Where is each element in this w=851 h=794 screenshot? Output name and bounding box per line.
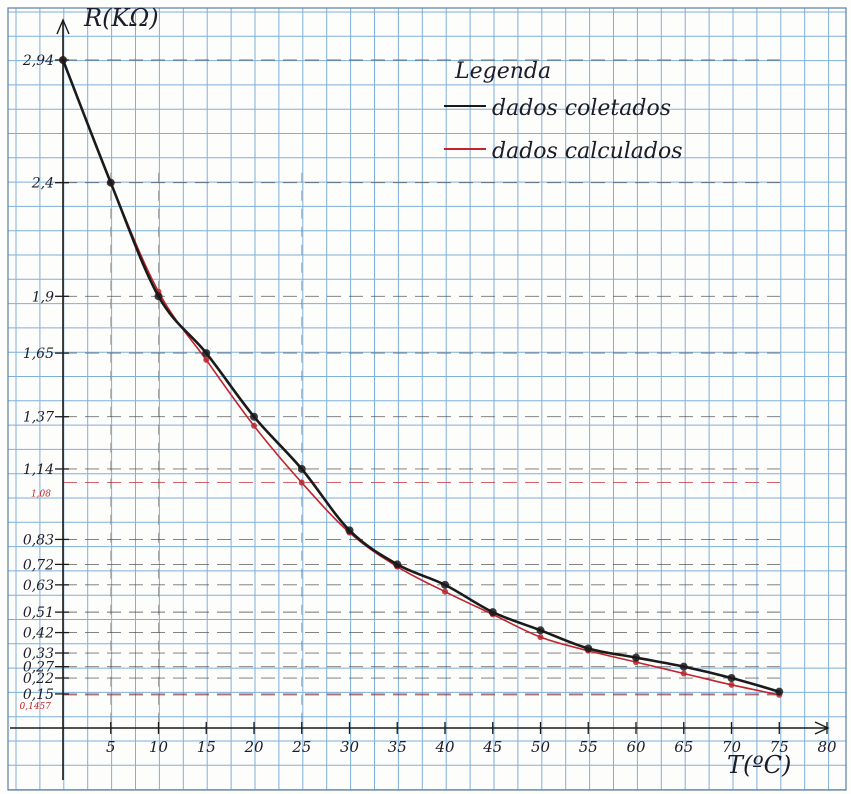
data-point-coletados xyxy=(345,526,354,535)
data-point-calculados xyxy=(442,588,448,595)
data-point-coletados xyxy=(536,626,545,635)
x-tick-label: 75 xyxy=(770,738,789,756)
x-tick-label: 5 xyxy=(106,738,116,756)
legend-label-coletados: dados coletados xyxy=(492,96,671,121)
y-tick-label: 0,42 xyxy=(23,626,54,642)
y-tick-label: 1,37 xyxy=(23,410,54,426)
y-tick-label: 0,33 xyxy=(23,646,54,662)
x-tick-label: 65 xyxy=(674,738,693,756)
guide-dashes xyxy=(63,59,780,728)
y-tick-label: 1,65 xyxy=(23,346,54,362)
y-axis-arrow xyxy=(56,18,70,35)
data-point-coletados xyxy=(250,412,258,421)
y-tick-label-red: 0,1457 xyxy=(20,702,52,712)
y-tick-label: 1,14 xyxy=(23,462,54,478)
data-point-calculados xyxy=(728,681,735,688)
x-ticks: 5 10 15 20 25 30 35 40 45 50 55 60 65 70 75 80 xyxy=(106,722,837,756)
x-tick-label: 45 xyxy=(482,738,502,756)
x-axis-arrow xyxy=(814,721,830,735)
data-point-coletados xyxy=(488,608,497,617)
x-axis-title: T(ºC) xyxy=(727,751,791,779)
y-tick-label: 0,22 xyxy=(23,671,54,687)
data-point-coletados xyxy=(679,662,688,671)
x-tick-label: 20 xyxy=(243,738,264,756)
legend: Legenda dados coletados dados calculados xyxy=(444,59,683,164)
y-axis-title: R(KΩ) xyxy=(83,4,159,32)
data-point-coletados xyxy=(106,178,115,187)
grid xyxy=(7,7,847,791)
data-point-coletados xyxy=(59,56,67,64)
y-tick-label: 2,4 xyxy=(31,176,54,192)
data-point-coletados xyxy=(441,580,449,589)
x-tick-label: 60 xyxy=(626,738,646,756)
data-point-coletados xyxy=(393,560,402,569)
data-point-coletados xyxy=(154,292,163,301)
y-ticks: 2,94 2,4 1,9 1,65 1,37 1,14 0,83 0,72 0,63 0,51 0,… xyxy=(20,53,69,712)
data-point-coletados xyxy=(632,653,640,662)
paper-border xyxy=(7,7,847,791)
x-tick-label: 70 xyxy=(722,738,742,756)
data-point-calculados xyxy=(298,479,305,486)
data-point-coletados xyxy=(297,464,306,473)
data-point-coletados xyxy=(202,349,211,358)
x-tick-label: 15 xyxy=(197,738,216,756)
x-tick-label: 55 xyxy=(579,738,598,756)
data-point-calculados xyxy=(680,670,687,677)
x-tick-label: 50 xyxy=(531,738,551,756)
y-tick-label: 0,51 xyxy=(23,605,54,621)
data-point-coletados xyxy=(727,674,736,683)
y-tick-label: 1,9 xyxy=(32,289,54,305)
data-point-coletados xyxy=(584,644,593,653)
x-tick-label: 30 xyxy=(340,738,360,756)
y-tick-label-red: 1,08 xyxy=(31,490,51,500)
legend-label-calculados: dados calculados xyxy=(492,139,683,164)
x-tick-label: 10 xyxy=(149,738,169,756)
x-tick-label: 25 xyxy=(291,738,311,756)
y-tick-label: 0,83 xyxy=(23,532,54,548)
y-tick-label: 0,63 xyxy=(23,578,54,594)
y-tick-label: 0,72 xyxy=(23,557,54,573)
data-point-calculados xyxy=(203,356,210,363)
series-layer xyxy=(59,56,784,698)
y-tick-label: 2,94 xyxy=(22,53,54,69)
data-point-calculados xyxy=(537,634,544,641)
x-tick-label: 80 xyxy=(817,738,837,756)
data-point-coletados xyxy=(775,687,784,696)
legend-title: Legenda xyxy=(454,59,551,84)
data-point-calculados xyxy=(251,422,257,429)
x-tick-label: 35 xyxy=(388,738,407,756)
y-tick-label: 0,15 xyxy=(23,687,54,703)
x-tick-label: 40 xyxy=(434,738,455,756)
y-tick-label: 0,27 xyxy=(23,660,54,676)
